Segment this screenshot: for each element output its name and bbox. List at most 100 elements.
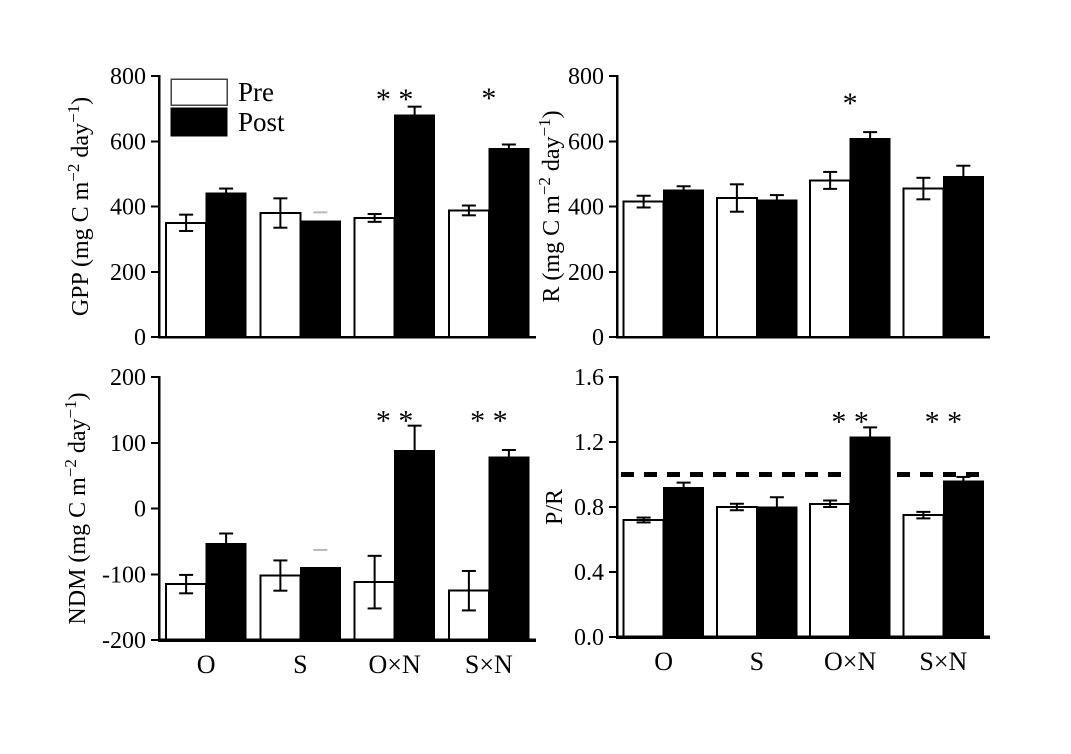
bar-pre-gpp [259,212,302,338]
error-bar [956,164,971,177]
panel-gpp: * * * 0 200 400 600 800 GPP (mg C m−2 day−1) Pre… [64,64,536,351]
bar-pre-pr [715,506,758,638]
bar-post-pr [849,436,891,638]
error-bar [863,426,878,438]
bar-post-gpp [205,192,247,338]
error-bar [179,213,194,232]
bar-pre-r [809,179,852,338]
error-bar [636,516,651,524]
y-tick-label: 0 [134,325,146,351]
bar-post-pr [942,480,984,638]
error-bar [367,213,382,223]
legend-label-pre: Pre [238,77,274,107]
error-bar [407,424,422,451]
error-bar [407,105,422,116]
error-bar [501,143,516,149]
significance-marker: * * [376,404,414,437]
error-bar [916,510,931,520]
y-tick-label: 0.4 [574,560,604,586]
bar-post-ndm [394,450,436,641]
panel-pr: * * * * 0.0 0.4 0.8 1.2 1.6 P/R O S O×N S×N [542,365,990,676]
y-tick-label: 200 [568,260,604,286]
y-tick-label: 0 [592,325,604,351]
bar-post-ndm [299,567,341,641]
error-bar [916,176,931,201]
significance-marker: * * [470,404,508,437]
y-axis-title-gpp: GPP (mg C m−2 day−1) [64,97,94,316]
legend-label-post: Post [238,107,285,137]
bar-pre-gpp [353,216,396,338]
y-tick-label: 200 [110,260,146,286]
error-bar [823,170,838,190]
y-tick-label: 600 [568,129,604,155]
error-bar [273,559,288,592]
error-bar [729,502,744,512]
y-tick-label: 100 [110,431,146,457]
y-tick-label: 200 [110,365,146,391]
y-tick-label: 1.2 [574,430,604,456]
bar-post-r [849,138,891,338]
error-bar [769,194,784,200]
bar-pre-r [715,197,758,338]
bar-post-pr [756,506,798,638]
error-bar [729,183,744,213]
y-tick-label: 800 [568,64,604,90]
bar-post-ndm [488,456,530,641]
error-bar [636,194,651,209]
error-bar [823,499,838,508]
bar-pre-gpp [447,209,490,338]
bar-pre-pr [622,519,665,638]
error-bar [219,187,234,193]
y-axis-title-r: R (mg C m−2 day−1) [535,110,565,302]
legend-swatch-post [170,107,228,137]
error-bar [367,554,382,610]
bar-post-ndm [205,542,247,641]
error-bar [461,569,476,612]
error-bar [676,481,691,488]
panel-ndm: * * * * -200 -100 0 100 200 NDM (mg C m−2 day−1… [61,365,536,679]
y-axis-title-pr: P/R [542,489,568,525]
bar-pre-pr [809,502,852,638]
error-bar [956,475,971,481]
bar-post-gpp [394,114,436,338]
significance-marker: * * [925,406,963,439]
y-tick-label: -200 [102,628,146,654]
y-axis-title-ndm: NDM (mg C m−2 day−1) [61,392,91,624]
y-tick-label: -100 [102,562,146,588]
bar-post-pr [663,487,705,638]
error-bar [273,197,288,229]
significance-marker: * [843,87,858,120]
bar-post-gpp [299,220,341,338]
error-bar [179,573,194,595]
x-category-label: S×N [919,647,967,676]
y-tick-label: 0.0 [574,625,604,651]
significance-marker: * * [376,83,414,116]
y-tick-label: 400 [568,195,604,221]
bar-pre-gpp [165,221,208,338]
bar-pre-r [622,200,665,338]
y-tick-label: 1.6 [574,365,604,391]
bar-pre-pr [902,514,945,638]
significance-marker: * [481,82,496,115]
y-tick-label: 600 [110,129,146,155]
significance-marker: * * [831,406,869,439]
x-category-label: O×N [369,650,421,679]
x-category-label: S [750,647,764,676]
x-category-label: O [654,647,673,676]
error-bar [863,131,878,139]
error-bar [769,496,784,507]
y-tick-label: 800 [110,64,146,90]
error-bar [676,185,691,191]
bar-post-r [942,175,984,338]
error-bar [461,204,476,217]
x-category-label: S×N [465,650,513,679]
x-category-label: S [293,650,307,679]
bar-post-r [756,199,798,338]
y-tick-label: 0.8 [574,495,604,521]
bar-pre-r [902,187,945,338]
x-category-label: O×N [824,647,876,676]
